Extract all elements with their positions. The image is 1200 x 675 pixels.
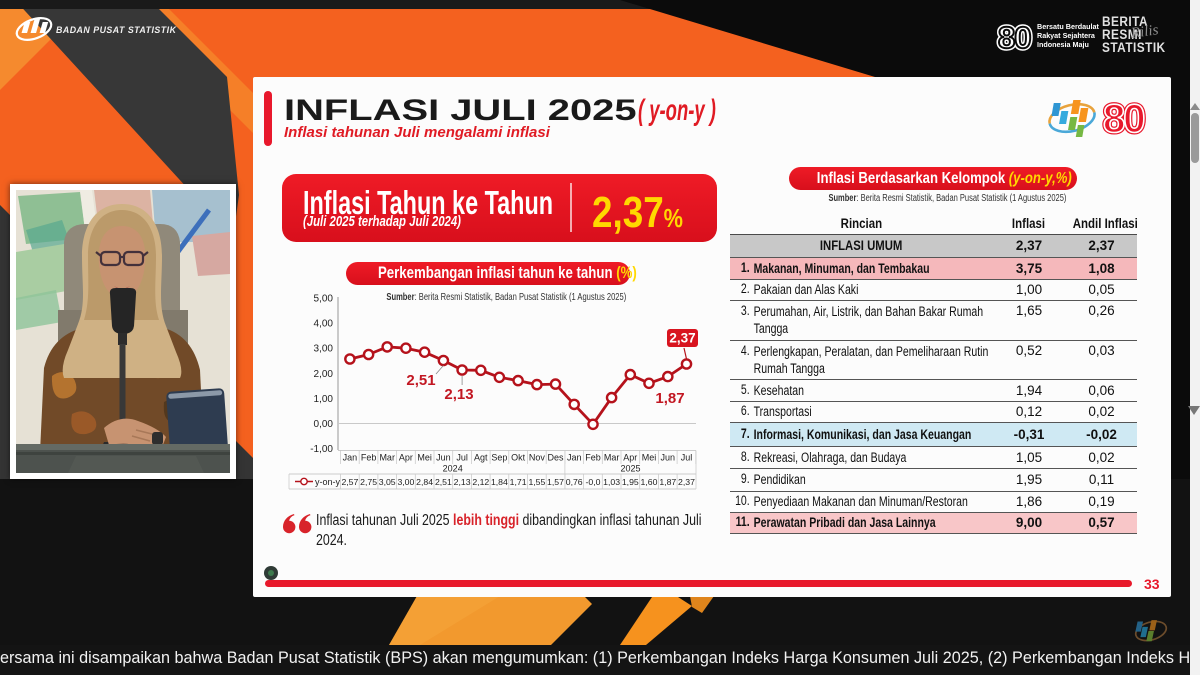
- svg-text:Jun: Jun: [436, 453, 451, 463]
- svg-text:Mei: Mei: [417, 453, 432, 463]
- svg-text:Jul: Jul: [456, 453, 468, 463]
- svg-text:1,57: 1,57: [547, 477, 564, 487]
- svg-text:1,95: 1,95: [622, 477, 639, 487]
- svg-text:-0,0: -0,0: [586, 477, 601, 487]
- svg-text:Nov: Nov: [529, 453, 546, 463]
- svg-text:Rakyat Sejahtera: Rakyat Sejahtera: [1037, 31, 1096, 40]
- svg-text:Des: Des: [547, 453, 564, 463]
- svg-text:Apr: Apr: [399, 453, 413, 463]
- svg-text:80: 80: [1103, 97, 1144, 140]
- svg-text:1,60: 1,60: [641, 477, 658, 487]
- svg-text:Sep: Sep: [491, 453, 507, 463]
- svg-text:Feb: Feb: [361, 453, 377, 463]
- svg-text:Mei: Mei: [642, 453, 657, 463]
- svg-text:2,51: 2,51: [435, 477, 452, 487]
- svg-text:Mar: Mar: [604, 453, 620, 463]
- svg-text:2,75: 2,75: [360, 477, 377, 487]
- svg-text:80: 80: [1103, 97, 1144, 140]
- svg-text:3,00: 3,00: [314, 344, 334, 355]
- svg-text:-1,00: -1,00: [310, 444, 333, 455]
- svg-text:Apr: Apr: [623, 453, 637, 463]
- svg-text:Mar: Mar: [379, 453, 395, 463]
- svg-text:2025: 2025: [620, 464, 640, 474]
- svg-text:2,57: 2,57: [341, 477, 358, 487]
- svg-text:0,00: 0,00: [314, 419, 334, 430]
- svg-text:80: 80: [998, 20, 1030, 55]
- svg-text:Agt: Agt: [474, 453, 488, 463]
- svg-text:2,13: 2,13: [454, 477, 471, 487]
- svg-text:80: 80: [998, 20, 1030, 55]
- svg-text:2,37: 2,37: [669, 331, 695, 346]
- svg-text:2,12: 2,12: [472, 477, 489, 487]
- svg-text:Feb: Feb: [585, 453, 601, 463]
- svg-text:Indonesia Maju: Indonesia Maju: [1037, 40, 1089, 49]
- svg-text:2,37: 2,37: [678, 477, 695, 487]
- svg-text:Jul: Jul: [681, 453, 693, 463]
- svg-text:y-on-y: y-on-y: [315, 477, 341, 487]
- svg-text:1,71: 1,71: [510, 477, 527, 487]
- svg-text:5,00: 5,00: [314, 294, 334, 305]
- svg-text:4,00: 4,00: [314, 319, 334, 330]
- svg-text:2,84: 2,84: [416, 477, 433, 487]
- svg-text:2,13: 2,13: [444, 386, 473, 403]
- svg-text:3,05: 3,05: [379, 477, 396, 487]
- svg-text:2024: 2024: [443, 464, 463, 474]
- svg-text:1,87: 1,87: [659, 477, 676, 487]
- svg-text:Jun: Jun: [661, 453, 676, 463]
- svg-text:2,51: 2,51: [406, 372, 435, 389]
- svg-text:Jan: Jan: [567, 453, 582, 463]
- svg-text:2,00: 2,00: [314, 369, 334, 380]
- svg-text:1,55: 1,55: [528, 477, 545, 487]
- svg-text:1,03: 1,03: [603, 477, 620, 487]
- svg-text:BADAN PUSAT STATISTIK: BADAN PUSAT STATISTIK: [56, 25, 177, 35]
- svg-text:1,00: 1,00: [314, 394, 334, 405]
- svg-text:0,76: 0,76: [566, 477, 583, 487]
- svg-text:Bersatu Berdaulat: Bersatu Berdaulat: [1037, 22, 1100, 31]
- svg-text:3,00: 3,00: [397, 477, 414, 487]
- svg-text:1,84: 1,84: [491, 477, 508, 487]
- svg-text:1,87: 1,87: [655, 390, 684, 407]
- svg-text:Jan: Jan: [343, 453, 358, 463]
- svg-text:Okt: Okt: [511, 453, 526, 463]
